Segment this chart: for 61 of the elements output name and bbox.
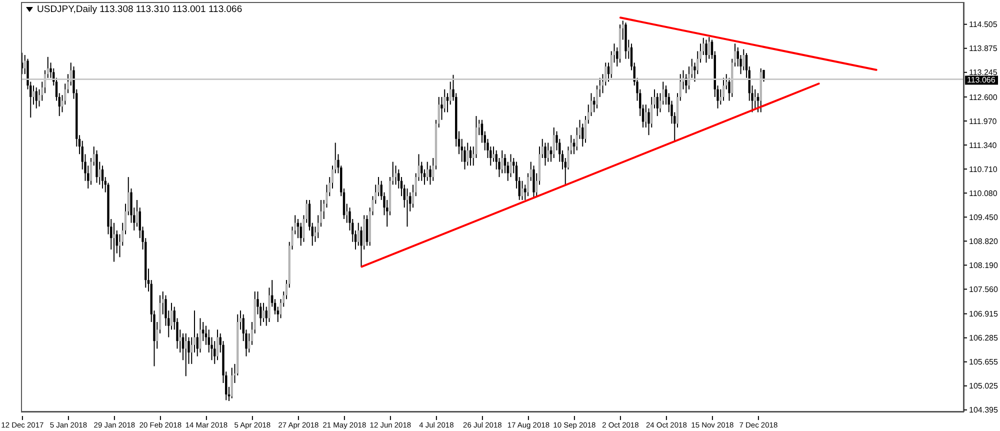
candlestick — [136, 199, 138, 228]
candlestick — [184, 332, 187, 377]
candlestick — [644, 104, 647, 128]
candlestick — [230, 367, 233, 399]
candlestick — [216, 329, 219, 361]
candlestick — [552, 126, 555, 158]
y-tick-label: 108.190 — [969, 261, 998, 270]
y-tick-label: 108.820 — [969, 236, 998, 246]
candlestick — [446, 92, 449, 113]
candlestick — [501, 150, 504, 174]
candlestick — [101, 165, 104, 189]
y-tick-label: 113.245 — [969, 68, 998, 78]
y-tick-label: 110.710 — [969, 164, 998, 174]
y-tick-label: 105.025 — [969, 382, 998, 391]
candlestick — [524, 184, 526, 200]
candlestick — [521, 180, 524, 200]
candlestick — [96, 150, 98, 184]
y-tick-label: 112.600 — [969, 92, 998, 102]
candlestick — [214, 340, 216, 364]
y-tick-label: 111.340 — [969, 140, 998, 150]
candlestick — [510, 154, 512, 178]
candlestick — [656, 92, 658, 117]
y-tick-label: 105.655 — [969, 358, 998, 367]
candlestick — [572, 138, 576, 155]
y-tick-label: 107.560 — [969, 285, 998, 294]
y-tick-label: 111.970 — [969, 116, 998, 126]
candlestick — [426, 161, 428, 182]
candlestick — [32, 85, 35, 106]
y-tick-label: 106.285 — [969, 334, 998, 343]
candlestick — [547, 142, 550, 162]
candlestick — [35, 86, 38, 109]
candlestick — [199, 318, 202, 353]
chart-title: USDJPY,Daily 113.308 113.310 113.001 113.066 — [37, 4, 242, 15]
candlestick — [607, 62, 610, 82]
y-tick-label: 106.915 — [969, 310, 998, 319]
y-tick-label: 110.080 — [969, 188, 998, 198]
candlestick — [582, 123, 584, 148]
candlestick — [705, 39, 708, 64]
candlestick — [616, 46, 618, 67]
candlestick — [357, 222, 360, 246]
y-tick-label: 113.875 — [969, 44, 998, 54]
candlestick — [756, 92, 760, 113]
candlestick — [466, 142, 469, 166]
candlestick — [265, 306, 268, 326]
candlestick — [492, 146, 495, 162]
y-tick-label: 114.505 — [969, 20, 998, 30]
candlestick — [469, 146, 472, 166]
y-tick-label: 104.395 — [969, 406, 998, 415]
candlestick — [754, 88, 756, 109]
candlestick — [300, 222, 302, 246]
candlestick — [722, 77, 725, 102]
candlestick — [532, 165, 535, 199]
candlestick — [366, 214, 368, 246]
candlestick — [262, 302, 265, 322]
candlestick — [742, 48, 745, 71]
candlestick — [406, 188, 408, 228]
candlestick — [708, 36, 710, 60]
candlestick — [394, 165, 397, 186]
y-tick-label: 109.450 — [969, 212, 998, 222]
ref-line-label: 113.066 — [967, 76, 996, 85]
candlestick — [544, 142, 546, 166]
